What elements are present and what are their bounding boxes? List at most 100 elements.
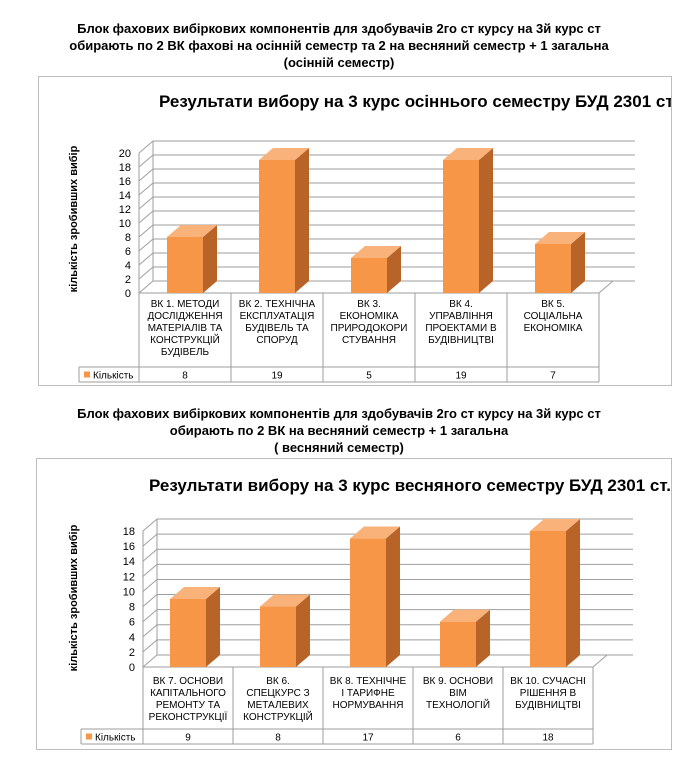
chart-autumn-svg: Результати вибору на 3 курс осіннього се… — [68, 92, 671, 383]
x-tick-label-line: ВК 9. ОСНОВИ — [423, 676, 493, 687]
x-tick-label: ВК 9. ОСНОВИ BIM ТЕХНОЛОГІЙ — [423, 676, 493, 711]
gridline-side — [138, 140, 154, 154]
x-tick-label-line: РЕКОНСТРУКЦІЇ — [149, 711, 228, 723]
gridline-side — [142, 533, 158, 547]
bar-top — [350, 526, 400, 539]
bar-top — [443, 148, 493, 160]
y-tick-label: 10 — [123, 586, 135, 598]
data-label: 19 — [455, 371, 467, 382]
x-tick-label-line: БУДІВНИЦТВІ — [428, 335, 494, 346]
bar — [259, 148, 309, 293]
bar-top — [259, 148, 309, 160]
bar-side — [386, 526, 400, 667]
bar — [170, 587, 220, 667]
gridline-side — [142, 563, 158, 577]
bar-front — [170, 599, 206, 667]
gridline-side — [138, 196, 154, 210]
data-label: 5 — [366, 371, 372, 382]
bar-front — [167, 237, 203, 293]
chart-title: Результати вибору на 3 курс осіннього се… — [159, 92, 671, 111]
y-tick-label: 16 — [123, 541, 135, 553]
y-tick-label: 0 — [129, 662, 135, 674]
bar-side — [476, 609, 490, 667]
bar-front — [440, 621, 476, 667]
gridline-side — [138, 224, 154, 238]
bar-front — [260, 606, 296, 667]
x-tick-label-line: BIM — [449, 688, 467, 699]
bar-top — [535, 232, 585, 244]
bar-side — [566, 519, 580, 667]
y-tick-label: 0 — [125, 288, 131, 300]
y-tick-label: 8 — [125, 232, 131, 244]
y-tick-label: 14 — [119, 190, 131, 202]
gridline-side — [138, 154, 154, 168]
chart-spring: Результати вибору на 3 курс весняного се… — [36, 458, 672, 750]
data-label: 6 — [455, 733, 461, 744]
x-tick-label-line: РЕМОНТУ ТА — [156, 700, 221, 711]
data-label: 19 — [271, 371, 283, 382]
x-tick-label-line: ВК 10. СУЧАСНІ — [510, 676, 586, 687]
gridline-side — [142, 639, 158, 653]
x-tick-label-line: НОРМУВАННЯ — [333, 700, 404, 711]
x-tick-label-line: КОНСТРУКЦІЙ — [243, 710, 313, 723]
x-tick-label-line: ЕКСПЛУАТАЦІЯ — [240, 311, 315, 322]
x-tick-label: ВК 4. УПРАВЛІННЯ ПРОЕКТАМИ В БУДІВНИЦТВІ — [425, 299, 497, 346]
y-tick-label: 12 — [123, 571, 135, 583]
x-tick-label-line: МЕТАЛЕВИХ — [247, 700, 309, 711]
data-label: 9 — [185, 733, 191, 744]
bar-front — [443, 160, 479, 293]
y-tick-label: 14 — [123, 556, 135, 568]
bar-side — [295, 148, 309, 293]
bar — [440, 609, 490, 667]
heading-autumn-line2: обирають по 2 ВК фахові на осінній семес… — [69, 38, 609, 53]
bar — [350, 526, 400, 667]
bar-top — [530, 519, 580, 531]
x-tick-label-line: ЕКОНОМІКА — [340, 311, 399, 322]
bar — [167, 225, 217, 293]
gridline-side — [142, 548, 158, 562]
gridline-side — [142, 654, 158, 668]
bar-top — [167, 225, 217, 237]
bar — [535, 232, 585, 293]
bar-side — [206, 587, 220, 667]
data-label: 7 — [550, 371, 556, 382]
legend-label: Кількість — [95, 733, 135, 744]
bar-top — [351, 246, 401, 258]
y-tick-label: 8 — [129, 602, 135, 614]
x-tick-label-line: КОНСТРУКЦІЙ — [150, 333, 220, 346]
x-tick-label-line: ВК 5. — [541, 299, 565, 310]
gridline-side — [138, 238, 154, 252]
gridline-side — [138, 280, 154, 294]
x-tick-label-line: ВК 4. — [449, 299, 473, 310]
gridline-side — [138, 182, 154, 196]
x-tick-label-line: РІШЕННЯ В — [520, 688, 577, 699]
bar-side — [203, 225, 217, 293]
x-tick-label-line: УПРАВЛІННЯ — [429, 311, 493, 322]
legend-swatch — [84, 371, 90, 378]
x-tick-label-line: БУДІВНИЦТВІ — [515, 700, 581, 711]
x-tick-label-line: МАТЕРІАЛІВ ТА — [148, 323, 223, 334]
data-label: 17 — [362, 733, 374, 744]
y-axis-label: кількість зробивших вибір — [68, 524, 80, 671]
y-tick-label: 18 — [123, 526, 135, 538]
bar-front — [530, 531, 566, 667]
y-tick-label: 2 — [125, 274, 131, 286]
x-tick-label-line: ВК 3. — [357, 299, 381, 310]
bar-front — [351, 258, 387, 293]
gridline-side — [142, 609, 158, 623]
gridline-side — [138, 168, 154, 182]
y-tick-label: 4 — [125, 260, 131, 272]
bar — [351, 246, 401, 293]
x-tick-label: ВК 7. ОСНОВИ КАПІТАЛЬНОГО РЕМОНТУ ТА РЕКОНС… — [149, 676, 228, 723]
bar-top — [440, 609, 490, 622]
bar — [260, 594, 310, 667]
x-tick-label-line: КАПІТАЛЬНОГО — [150, 688, 226, 699]
x-tick-label-line: ЕКОНОМІКА — [524, 323, 583, 334]
gridline-side — [142, 594, 158, 607]
data-label: 8 — [182, 371, 188, 382]
x-tick-label-line: ПРИРОДОКОРИ — [331, 323, 408, 334]
chart-autumn: Результати вибору на 3 курс осіннього се… — [38, 76, 672, 386]
bar — [443, 148, 493, 293]
x-tick-label: ВК 6. СПЕЦКУРС З МЕТАЛЕВИХ КОНСТРУКЦІЙ — [243, 676, 313, 723]
gridline-side — [142, 624, 158, 638]
